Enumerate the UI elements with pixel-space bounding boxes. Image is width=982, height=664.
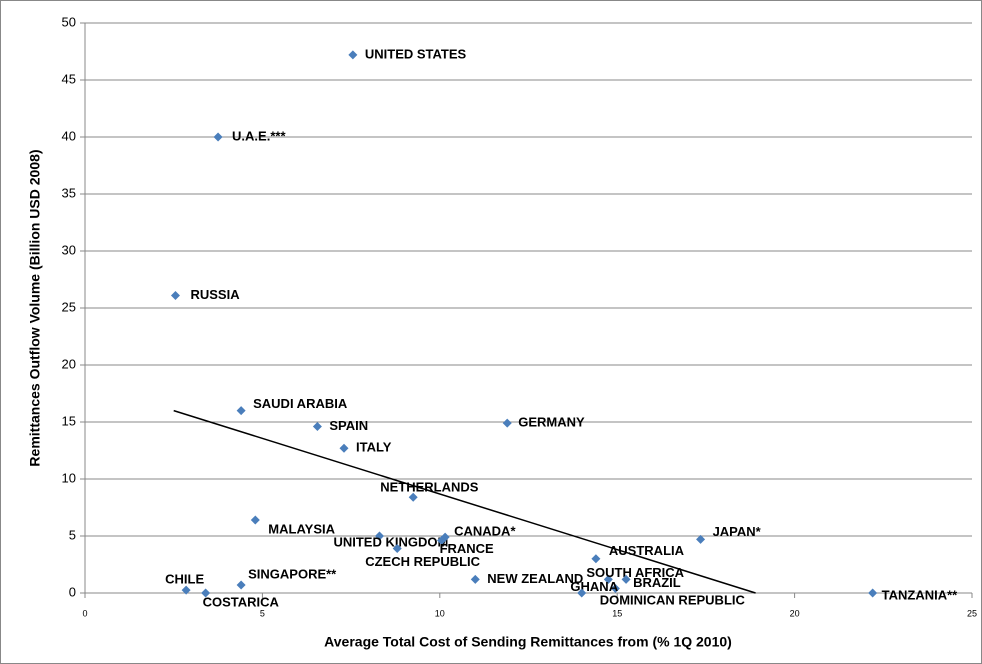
- point: [502, 418, 512, 428]
- point: [610, 583, 620, 593]
- point-label: AUSTRALIA: [609, 543, 685, 558]
- point: [213, 132, 223, 142]
- point: [348, 50, 358, 60]
- x-tick-label: 25: [967, 608, 977, 618]
- point-label: SAUDI ARABIA: [253, 396, 348, 411]
- point: [868, 588, 878, 598]
- point: [408, 492, 418, 502]
- y-tick-label: 15: [62, 413, 76, 428]
- trend-line: [173, 409, 756, 594]
- point: [603, 574, 613, 584]
- point-label: ITALY: [356, 440, 392, 455]
- point-label: SINGAPORE**: [248, 566, 337, 581]
- point-label: RUSSIA: [190, 287, 240, 302]
- point: [621, 574, 631, 584]
- point-label: TANZANIA**: [882, 587, 959, 602]
- point-label: UNITED KINGDOM: [333, 534, 448, 549]
- y-tick-label: 10: [62, 470, 76, 485]
- point-label: GERMANY: [518, 415, 585, 430]
- point-label: SOUTH AFRICA: [586, 565, 684, 580]
- point-label: UNITED STATES: [365, 46, 467, 61]
- x-tick-label: 0: [82, 608, 87, 618]
- point-label: FRANCE: [440, 541, 494, 556]
- point: [339, 443, 349, 453]
- x-tick-label: 20: [790, 608, 800, 618]
- point: [696, 534, 706, 544]
- y-tick-label: 20: [62, 356, 76, 371]
- point-label: MALAYSIA: [268, 521, 335, 536]
- point: [236, 406, 246, 416]
- point: [170, 290, 180, 300]
- point-label: CZECH REPUBLIC: [365, 554, 480, 569]
- point: [591, 554, 601, 564]
- y-tick-label: 40: [62, 128, 76, 143]
- point-label: SPAIN: [329, 418, 368, 433]
- point-label: BRAZIL: [633, 575, 681, 590]
- y-tick-label: 35: [62, 185, 76, 200]
- x-tick-label: 15: [612, 608, 622, 618]
- y-tick-label: 25: [62, 299, 76, 314]
- point: [312, 422, 322, 432]
- y-tick-label: 5: [69, 527, 76, 542]
- point: [437, 536, 447, 546]
- x-tick-label: 5: [260, 608, 265, 618]
- point-label: NETHERLANDS: [380, 480, 479, 495]
- y-axis-title: Remittances Outflow Volume (Billion USD …: [27, 149, 43, 466]
- y-tick-label: 50: [62, 14, 76, 29]
- point-label: DOMINICAN REPUBLIC: [600, 592, 746, 607]
- x-axis-title: Average Total Cost of Sending Remittance…: [324, 634, 732, 650]
- point: [181, 585, 191, 595]
- y-tick-label: 0: [69, 584, 76, 599]
- point-label: NEW ZEALAND: [487, 571, 583, 586]
- point: [250, 515, 260, 525]
- point: [470, 574, 480, 584]
- y-tick-label: 45: [62, 71, 76, 86]
- point: [236, 580, 246, 590]
- point-label: U.A.E.***: [232, 128, 286, 143]
- point: [374, 531, 384, 541]
- point-label: COSTARICA: [203, 594, 280, 609]
- point: [392, 544, 402, 554]
- point-label: CHILE: [165, 572, 204, 587]
- point: [201, 588, 211, 598]
- point-label: CANADA*: [454, 524, 516, 539]
- point: [577, 588, 587, 598]
- x-tick-label: 10: [435, 608, 445, 618]
- point-label: JAPAN*: [713, 524, 762, 539]
- y-tick-label: 30: [62, 242, 76, 257]
